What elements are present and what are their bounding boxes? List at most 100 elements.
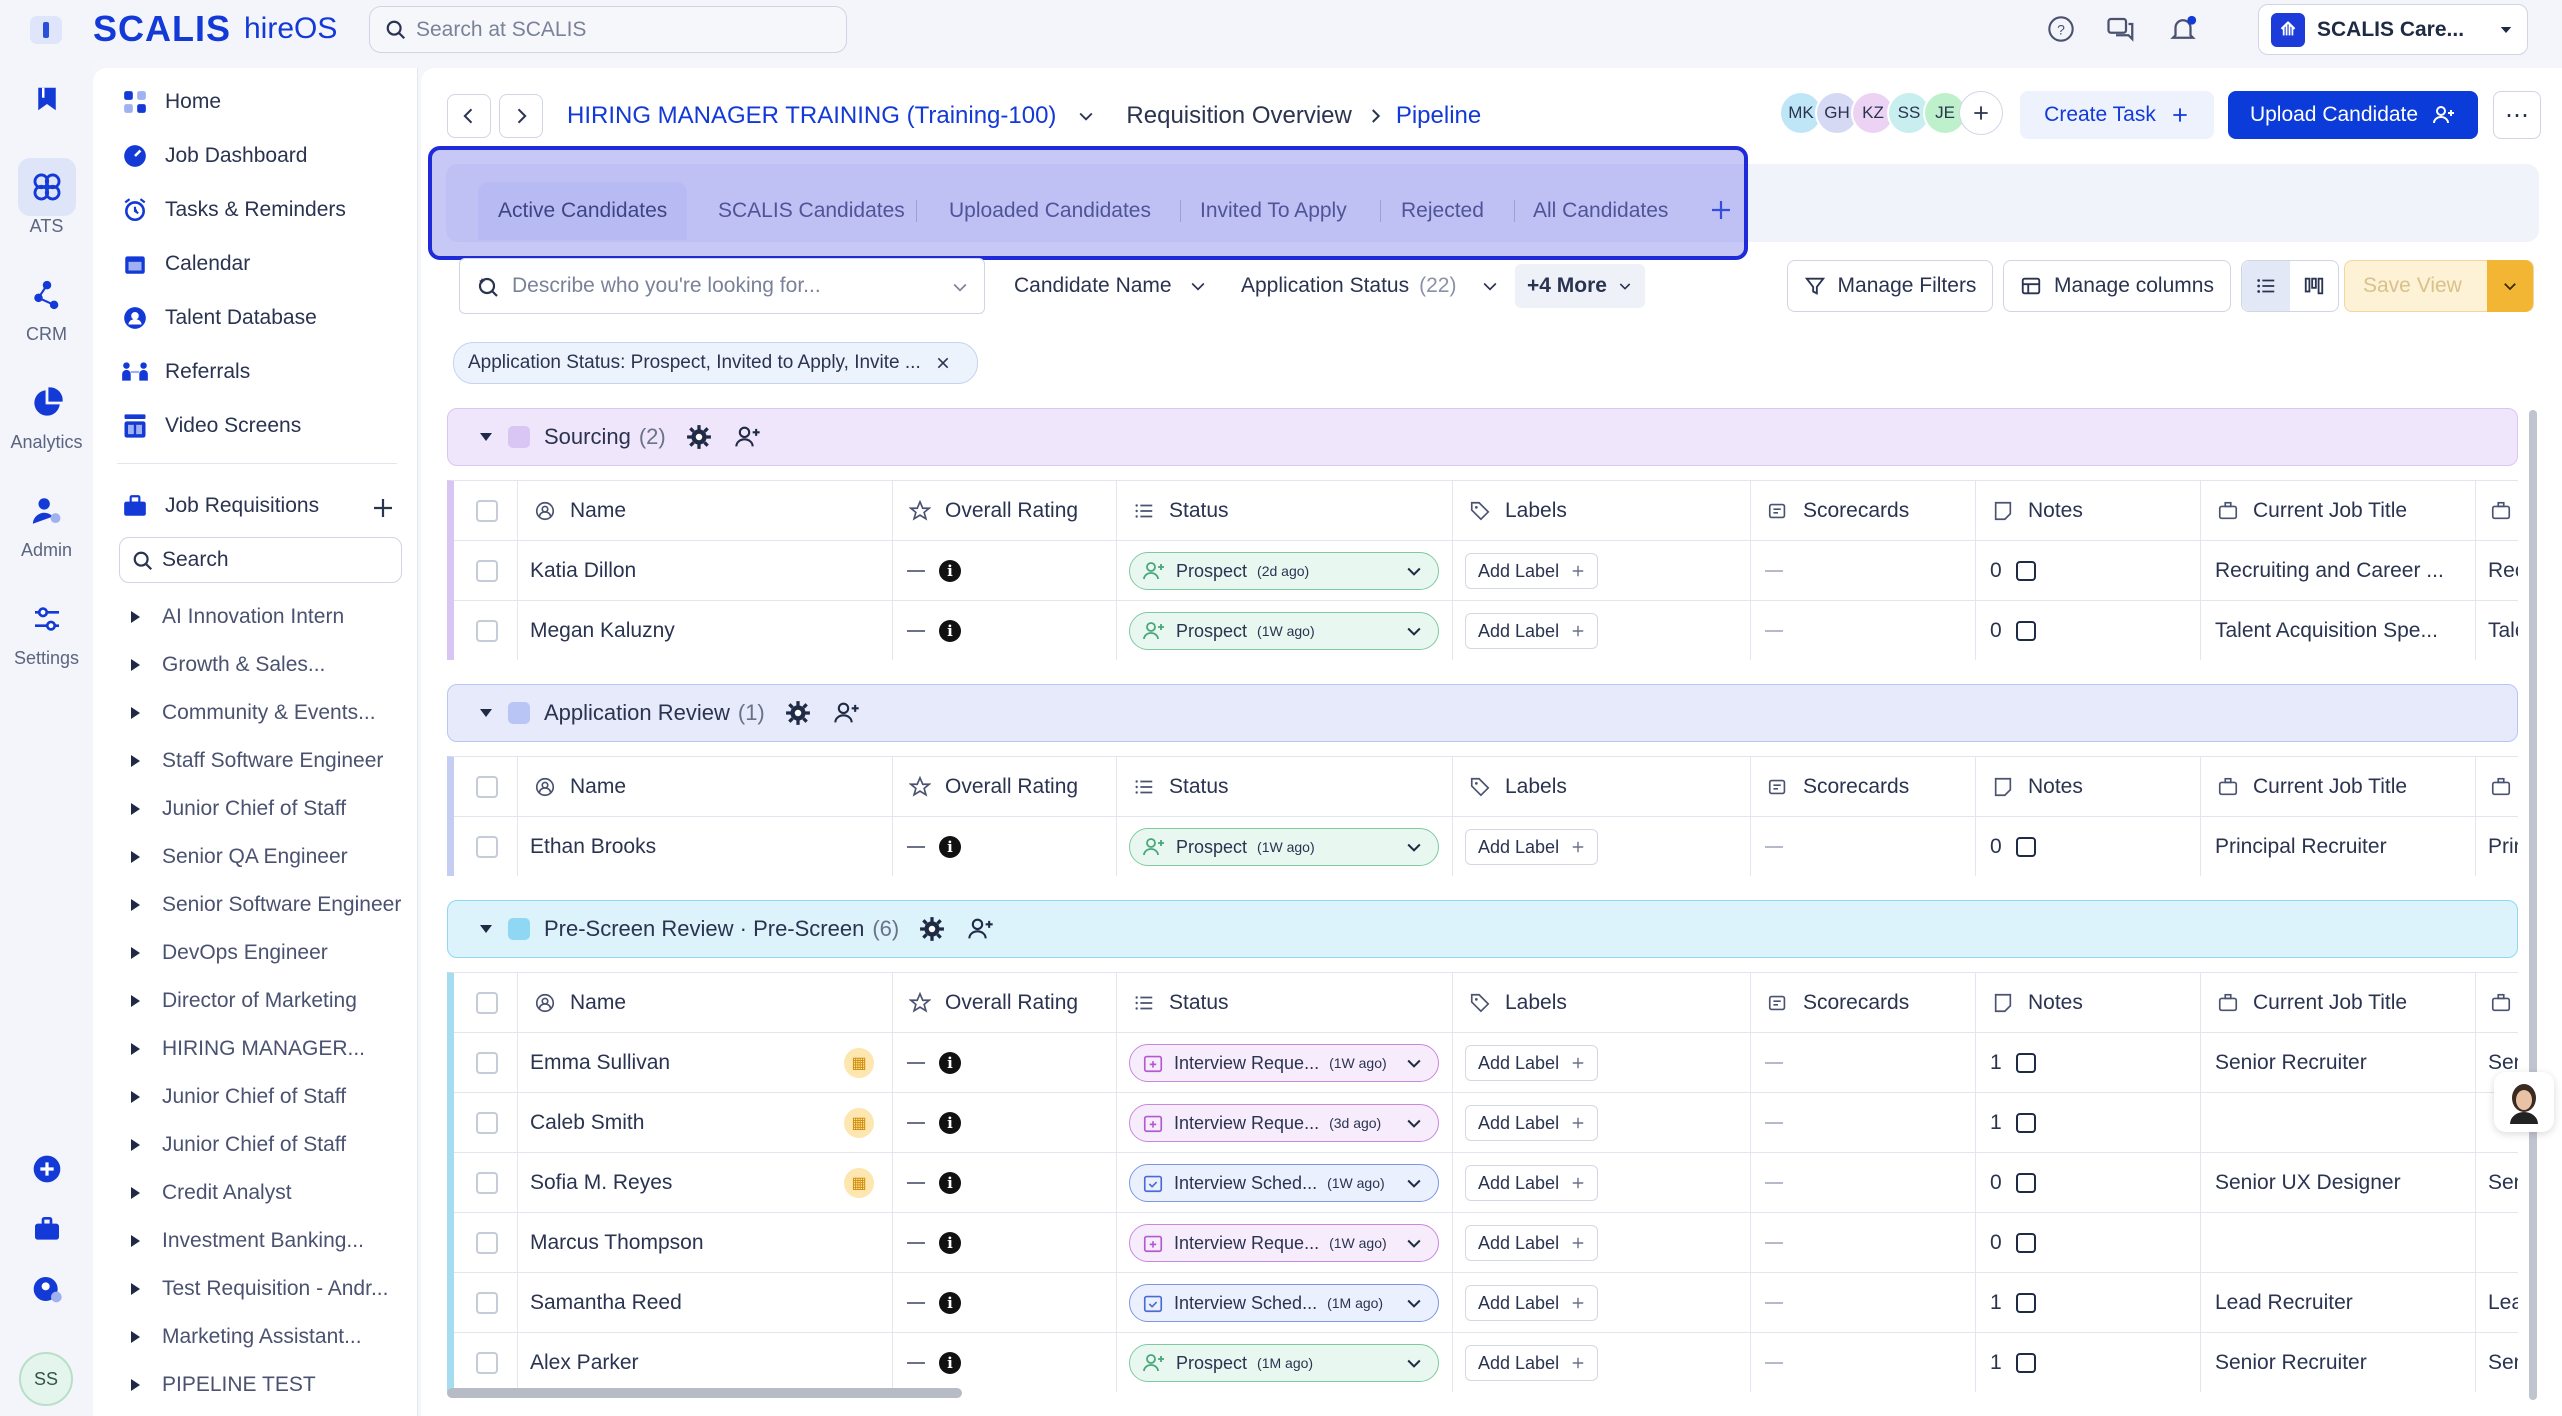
column-header-status[interactable]: Status (1117, 481, 1453, 541)
info-icon[interactable]: i (939, 1352, 961, 1374)
info-icon[interactable]: i (939, 1232, 961, 1254)
add-user-icon[interactable] (833, 699, 861, 727)
candidate-name[interactable]: Katia Dillon (530, 559, 637, 582)
notes-cell[interactable]: 1 (1976, 1333, 2201, 1392)
expand-caret-icon[interactable] (131, 1187, 140, 1199)
candidate-name-cell[interactable]: Sofia M. Reyes ▦ (518, 1153, 893, 1213)
expand-caret-icon[interactable] (131, 1091, 140, 1103)
candidate-name-cell[interactable]: Ethan Brooks (518, 817, 893, 876)
requisition-item[interactable]: Junior Chief of Staff (131, 1125, 346, 1165)
expand-caret-icon[interactable] (131, 1043, 140, 1055)
breadcrumb-overview[interactable]: Requisition Overview (1126, 101, 1352, 129)
sidebar-toggle-icon[interactable] (30, 16, 62, 44)
requisition-item[interactable]: Credit Analyst (131, 1173, 292, 1213)
table-row[interactable]: Samantha Reed i Interview Sched... (1M ago)… (454, 1273, 2518, 1333)
status-dropdown[interactable]: Interview Sched... (1W ago) (1129, 1164, 1439, 1202)
collapse-caret-icon[interactable] (478, 705, 494, 721)
add-label-button[interactable]: Add Label (1465, 1345, 1599, 1381)
more-options-button[interactable]: ⋯ (2493, 91, 2541, 139)
tab-all-candidates[interactable]: All Candidates (1533, 199, 1669, 222)
add-label-button[interactable]: Add Label (1465, 613, 1599, 649)
messages-icon[interactable] (2104, 12, 2138, 46)
candidate-name[interactable]: Caleb Smith (530, 1111, 645, 1134)
column-header-title2[interactable] (2476, 757, 2518, 817)
note-icon[interactable] (2015, 1113, 2036, 1133)
expand-caret-icon[interactable] (131, 707, 140, 719)
status-dropdown[interactable]: Prospect (2d ago) (1129, 552, 1439, 590)
back-button[interactable] (447, 93, 491, 138)
tab-active-candidates[interactable]: Active Candidates (478, 182, 688, 240)
collapse-caret-icon[interactable] (478, 921, 494, 937)
brand-logo[interactable]: SCALIS (93, 8, 232, 49)
interview-calendar-icon[interactable]: ▦ (844, 1108, 874, 1138)
org-switcher[interactable]: ⟰ SCALIS Care... (2258, 4, 2528, 55)
notes-cell[interactable]: 0 (1976, 601, 2201, 660)
expand-caret-icon[interactable] (131, 1379, 140, 1391)
candidate-name[interactable]: Megan Kaluzny (530, 619, 675, 642)
pipeline-stage-header[interactable]: Sourcing (2) (447, 408, 2518, 466)
add-label-button[interactable]: Add Label (1465, 553, 1599, 589)
add-label-button[interactable]: Add Label (1465, 1045, 1599, 1081)
column-header-score[interactable]: Scorecards (1751, 973, 1976, 1033)
requisition-item[interactable]: Staff Software Engineer (131, 741, 383, 781)
column-header-cb[interactable] (454, 757, 518, 817)
save-view-button[interactable]: Save View (2344, 260, 2534, 312)
candidate-name[interactable]: Marcus Thompson (530, 1231, 704, 1254)
requisition-item[interactable]: Community & Events... (131, 693, 376, 733)
table-row[interactable]: Emma Sullivan ▦ i Interview Reque... (1W ago… (454, 1033, 2518, 1093)
table-row[interactable]: Marcus Thompson i Interview Reque... (1W ag… (454, 1213, 2518, 1273)
column-header-notes[interactable]: Notes (1976, 973, 2201, 1033)
expand-caret-icon[interactable] (131, 659, 140, 671)
row-checkbox[interactable] (476, 620, 498, 642)
requisition-item[interactable]: Junior Chief of Staff (131, 789, 346, 829)
manage-columns-button[interactable]: Manage columns (2003, 260, 2231, 312)
collapse-caret-icon[interactable] (478, 429, 494, 445)
create-task-button[interactable]: Create Task (2020, 91, 2214, 139)
requisition-search-input[interactable]: Search (119, 537, 402, 583)
info-icon[interactable]: i (939, 560, 961, 582)
add-collaborator-button[interactable] (1959, 91, 2003, 135)
candidate-name-cell[interactable]: Emma Sullivan ▦ (518, 1033, 893, 1093)
column-header-title2[interactable] (2476, 481, 2518, 541)
requisition-item[interactable]: Director of Marketing (131, 981, 357, 1021)
status-dropdown[interactable]: Prospect (1W ago) (1129, 612, 1439, 650)
requisition-item[interactable]: Investment Banking... (131, 1221, 364, 1261)
nav-item-calendar[interactable]: Calendar (119, 244, 250, 284)
expand-caret-icon[interactable] (131, 611, 140, 623)
table-row[interactable]: Katia Dillon i Prospect (2d ago) Add Label 0 R… (454, 541, 2518, 601)
nav-item-video-screens[interactable]: Video Screens (119, 406, 301, 446)
interview-calendar-icon[interactable]: ▦ (844, 1048, 874, 1078)
notes-cell[interactable]: 0 (1976, 1153, 2201, 1213)
add-requisition-icon[interactable] (371, 496, 395, 520)
requisition-item[interactable]: Junior Chief of Staff (131, 1077, 346, 1117)
horizontal-scrollbar[interactable] (447, 1388, 962, 1398)
table-row[interactable]: Megan Kaluzny i Prospect (1W ago) Add Label 0… (454, 601, 2518, 660)
expand-caret-icon[interactable] (131, 851, 140, 863)
add-label-button[interactable]: Add Label (1465, 1165, 1599, 1201)
table-row[interactable]: Caleb Smith ▦ i Interview Reque... (3d ago) A… (454, 1093, 2518, 1153)
requisition-item[interactable]: AI Innovation Intern (131, 597, 344, 637)
add-tab-icon[interactable] (1709, 198, 1733, 222)
gear-icon[interactable] (785, 700, 811, 726)
candidate-name[interactable]: Alex Parker (530, 1351, 639, 1374)
rail-user-settings[interactable] (0, 1260, 93, 1318)
requisition-item[interactable]: Marketing Assistant... (131, 1317, 362, 1357)
info-icon[interactable]: i (939, 1112, 961, 1134)
breadcrumb-pipeline[interactable]: Pipeline (1395, 101, 1482, 129)
table-row[interactable]: Alex Parker i Prospect (1M ago) Add Label 1 Se… (454, 1333, 2518, 1392)
candidate-name[interactable]: Ethan Brooks (530, 835, 657, 858)
notes-cell[interactable]: 0 (1976, 1213, 2201, 1273)
tab-rejected[interactable]: Rejected (1401, 199, 1484, 222)
candidate-name-cell[interactable]: Alex Parker (518, 1333, 893, 1392)
rail-settings[interactable]: Settings (0, 590, 93, 669)
row-checkbox[interactable] (476, 1232, 498, 1254)
rail-add[interactable] (0, 1140, 93, 1198)
table-row[interactable]: Sofia M. Reyes ▦ i Interview Sched... (1W ag… (454, 1153, 2518, 1213)
row-checkbox[interactable] (476, 1292, 498, 1314)
rail-crm[interactable]: CRM (0, 266, 93, 345)
forward-button[interactable] (499, 93, 543, 138)
info-icon[interactable]: i (939, 1172, 961, 1194)
save-view-dropdown[interactable] (2487, 260, 2533, 312)
note-icon[interactable] (2015, 1233, 2036, 1253)
column-header-name[interactable]: Name (518, 973, 893, 1033)
